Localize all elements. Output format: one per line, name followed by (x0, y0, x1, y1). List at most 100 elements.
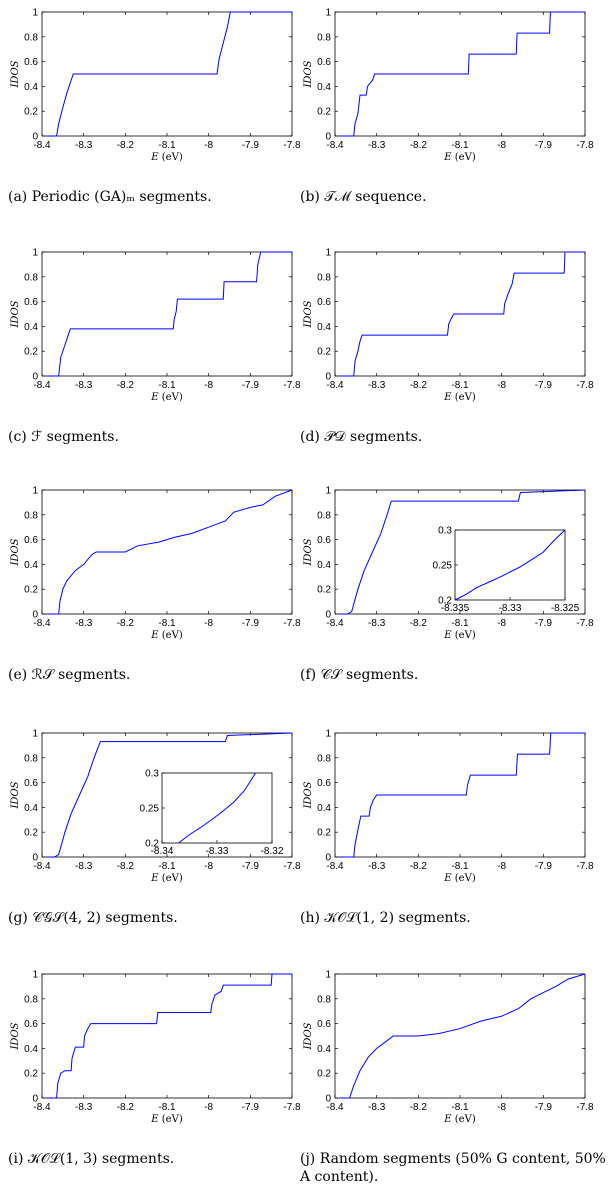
inset-chart-g: -8.34 -8.33 -8.32 0.2 0.25 0.3 (140, 769, 284, 858)
inset-x-tick-label: -8.33 (206, 846, 229, 857)
x-tick-label: -7.9 (535, 1102, 553, 1113)
x-tick-label: -8 (204, 1102, 213, 1113)
x-tick-label: -8.3 (368, 380, 386, 391)
x-tick-label: -8.2 (117, 861, 135, 872)
chart-e: -8.4 -8.3 -8.2 -8.1 -8 -7.9 -7.8 0 0.2 0.4 0.6 0.8 1… (10, 486, 301, 642)
y-tick-label: 0.2 (317, 585, 331, 596)
y-tick-label: 0.2 (24, 585, 38, 596)
y-axis-label: IDOS (10, 1022, 21, 1050)
y-tick-label: 0.4 (24, 1044, 38, 1055)
plot-frame-i (41, 973, 293, 1099)
y-tick-label: 0.6 (24, 297, 38, 308)
y-tick-label: 0 (32, 132, 38, 143)
caption-a: (a) Periodic (GA)ₘ segments. (8, 189, 212, 205)
x-tick-label: -7.9 (242, 140, 260, 151)
inset-y-tick-label: 0.2 (145, 839, 159, 850)
y-tick-label: 0.2 (317, 1069, 331, 1080)
y-tick-label: 0.8 (317, 32, 331, 43)
inset-frame (161, 772, 273, 844)
caption-d: (d) 𝒫𝒟 segments. (300, 429, 423, 445)
y-axis-label: IDOS (10, 538, 21, 566)
x-tick-label: -8 (497, 861, 506, 872)
y-tick-label: 1 (32, 248, 38, 259)
x-tick-label: -8.2 (410, 861, 428, 872)
x-tick-label: -8.2 (117, 618, 135, 629)
y-tick-label: 0.8 (317, 510, 331, 521)
y-tick-label: 0.8 (317, 272, 331, 283)
y-tick-label: 0 (325, 132, 331, 143)
x-tick-label: -7.8 (283, 140, 301, 151)
x-tick-label: -7.9 (242, 380, 260, 391)
inset-x-tick-label: -8.33 (499, 603, 522, 614)
y-tick-label: 1 (32, 486, 38, 497)
series-line-j-0 (339, 973, 586, 1099)
y-tick-label: 0.4 (24, 82, 38, 93)
y-tick-label: 1 (325, 8, 331, 19)
x-tick-label: -8.2 (117, 380, 135, 391)
series-line-h-0 (339, 732, 585, 858)
x-axis-label: E (eV) (443, 1114, 476, 1125)
x-tick-label: -8.4 (326, 618, 344, 629)
y-tick-label: 0.4 (24, 803, 38, 814)
series-line-d-0 (339, 251, 585, 377)
x-tick-label: -8 (204, 618, 213, 629)
x-axis-label: E (eV) (150, 873, 183, 884)
y-tick-label: 0.4 (317, 322, 331, 333)
x-tick-label: -8.1 (158, 861, 176, 872)
x-axis-label: E (eV) (443, 873, 476, 884)
x-tick-label: -8.4 (326, 861, 344, 872)
x-tick-label: -7.9 (242, 861, 260, 872)
x-tick-label: -8.1 (158, 1102, 176, 1113)
x-tick-label: -8.1 (158, 140, 176, 151)
y-tick-label: 0.4 (317, 82, 331, 93)
x-tick-label: -8.3 (368, 1102, 386, 1113)
inset-frame (454, 529, 566, 601)
x-tick-label: -8.1 (451, 380, 469, 391)
x-tick-label: -7.8 (576, 1102, 594, 1113)
x-tick-label: -8.2 (117, 1102, 135, 1113)
x-tick-label: -8 (204, 140, 213, 151)
y-tick-label: 1 (325, 248, 331, 259)
y-tick-label: 0.4 (317, 1044, 331, 1055)
x-tick-label: -8 (497, 1102, 506, 1113)
x-tick-label: -8 (497, 380, 506, 391)
y-tick-label: 0.8 (317, 994, 331, 1005)
x-tick-label: -7.9 (242, 1102, 260, 1113)
x-axis-label: E (eV) (443, 630, 476, 641)
x-tick-label: -8.3 (75, 140, 93, 151)
inset-series-line (454, 529, 566, 601)
y-axis-label: IDOS (10, 60, 21, 88)
inset-y-tick-label: 0.2 (438, 596, 452, 607)
x-tick-label: -8 (204, 380, 213, 391)
inset-x-tick-label: -8.335 (441, 603, 470, 614)
x-tick-label: -8.1 (451, 140, 469, 151)
y-axis-label: IDOS (303, 1022, 314, 1050)
x-tick-label: -8.4 (33, 380, 51, 391)
x-tick-label: -7.8 (283, 861, 301, 872)
y-tick-label: 0.6 (24, 778, 38, 789)
y-tick-label: 1 (32, 729, 38, 740)
x-tick-label: -8.3 (75, 861, 93, 872)
y-tick-label: 0.2 (24, 828, 38, 839)
caption-j: (j) Random segments (50% G content, 50% … (300, 1151, 606, 1185)
x-tick-label: -8.3 (368, 140, 386, 151)
x-tick-label: -8.3 (75, 1102, 93, 1113)
x-tick-label: -8.2 (410, 1102, 428, 1113)
inset-series-line (178, 772, 256, 844)
y-tick-label: 0.2 (317, 107, 331, 118)
x-tick-label: -7.8 (576, 380, 594, 391)
x-axis-label: E (eV) (443, 152, 476, 163)
series-line-i-0 (46, 973, 292, 1099)
y-axis-label: IDOS (303, 538, 314, 566)
chart-b: -8.4 -8.3 -8.2 -8.1 -8 -7.9 -7.8 0 0.2 0.4 0.6 0.8 1… (303, 8, 594, 164)
y-tick-label: 0.8 (317, 753, 331, 764)
y-tick-label: 0.8 (24, 272, 38, 283)
plot-frame-j (334, 973, 586, 1099)
x-tick-label: -8.1 (451, 861, 469, 872)
y-axis-label: IDOS (10, 300, 21, 328)
x-tick-label: -7.8 (283, 1102, 301, 1113)
y-tick-label: 0.8 (24, 753, 38, 764)
plot-frame-c (41, 251, 293, 377)
inset-y-tick-label: 0.25 (433, 561, 453, 572)
